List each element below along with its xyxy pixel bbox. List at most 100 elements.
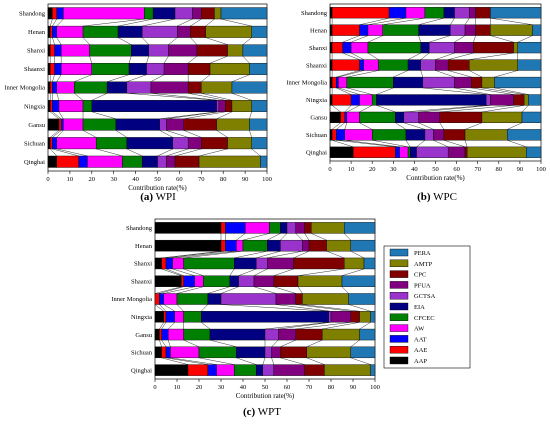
x-tick-label: 80 xyxy=(220,176,227,183)
bar-segment-pfua xyxy=(447,146,466,158)
bar-segment-aat xyxy=(225,239,237,252)
connector-line xyxy=(256,250,281,259)
bar-segment-amtp xyxy=(198,155,261,168)
bar-segment-pfua xyxy=(168,44,198,57)
x-axis-label: Contribution rate(%) xyxy=(406,174,465,182)
connector-line xyxy=(469,52,514,60)
bar-segment-pera xyxy=(350,239,376,252)
bar-segment-aat xyxy=(336,129,345,141)
bar-segment-aw xyxy=(350,42,369,54)
connector-line xyxy=(439,122,445,130)
bar-segment-gctsa xyxy=(416,146,449,158)
connector-line xyxy=(344,105,352,113)
connector-line xyxy=(128,56,132,64)
bar-segment-gctsa xyxy=(420,59,436,71)
connector-line xyxy=(52,111,62,120)
bar-segment-pera xyxy=(348,293,376,305)
connector-line xyxy=(420,52,430,60)
chart-wpc: Shandong Henan Shanxi Shaanxi Inner Mongolia… xyxy=(286,3,546,203)
bar-segment-cpc xyxy=(439,111,483,123)
connector-line xyxy=(118,18,154,27)
connector-line xyxy=(275,304,332,312)
connector-line xyxy=(126,148,143,157)
bar-segment-cfcec xyxy=(372,94,377,106)
x-tick-label: 40 xyxy=(132,176,139,183)
bar-segment-eia xyxy=(407,59,421,71)
bar-segment-pera xyxy=(507,129,542,141)
bar-segment-aw xyxy=(170,346,200,359)
category-label: Shanxi xyxy=(27,48,45,55)
bar-segment-aae xyxy=(159,328,162,341)
legend-swatch-eia xyxy=(389,302,409,311)
connector-line xyxy=(220,304,329,312)
bar-segment-aae xyxy=(163,311,167,323)
connector-line xyxy=(422,87,487,95)
bar-segment-cpc xyxy=(187,62,211,75)
bar-segment-amtp xyxy=(297,275,343,287)
connector-line xyxy=(435,70,455,78)
bar-segment-aat xyxy=(52,137,57,150)
category-label: Gansu xyxy=(135,332,152,339)
category-label: Gansu xyxy=(310,115,327,122)
connector-line xyxy=(464,140,468,147)
bar-segment-eia xyxy=(420,42,430,54)
bar-segment-pera xyxy=(341,275,376,287)
bar-segment-pfua xyxy=(418,111,440,123)
connector-line xyxy=(273,286,296,294)
connector-line xyxy=(74,74,92,82)
bar-segment-cfcec xyxy=(82,25,119,38)
bar-segment-aw xyxy=(163,293,178,305)
category-label: Qinghai xyxy=(306,149,327,156)
bar-segment-pera xyxy=(251,25,268,38)
bar-segment-aw xyxy=(60,44,90,57)
connector-line xyxy=(395,122,407,130)
connector-line xyxy=(159,111,217,120)
bar-segment-cpc xyxy=(447,59,470,71)
bar-segment-aat xyxy=(165,257,173,270)
bar-segment-aat xyxy=(54,44,62,57)
bar-segment-gctsa xyxy=(172,137,189,150)
bar-segment-cpc xyxy=(273,275,299,287)
legend-swatch-aae xyxy=(389,345,409,354)
bar-segment-aw xyxy=(58,100,84,113)
x-tick-label: 70 xyxy=(306,384,313,391)
bar-segment-aw xyxy=(236,239,244,252)
connector-line xyxy=(89,56,92,64)
bar-segment-cfcec xyxy=(367,42,421,54)
bar-segment-aae xyxy=(353,146,396,158)
bar-segment-eia xyxy=(405,129,426,141)
bar-segment-aae xyxy=(49,44,55,57)
bar-segment-cpc xyxy=(475,24,491,36)
bar-segment-amtp xyxy=(205,25,252,38)
connector-line xyxy=(50,148,57,157)
connector-line xyxy=(159,340,162,347)
bar-segment-eia xyxy=(256,364,264,376)
caption-letter: (c) xyxy=(243,406,256,418)
connector-line xyxy=(199,148,228,157)
connector-line xyxy=(52,37,55,45)
bar-segment-pfua xyxy=(218,100,226,113)
bar-segment-cpc xyxy=(295,293,303,305)
connector-line xyxy=(238,268,257,276)
connector-line xyxy=(469,70,483,78)
bar-segment-cpc xyxy=(201,7,215,20)
connector-line xyxy=(74,93,84,101)
connector-line xyxy=(168,37,178,45)
connector-line xyxy=(82,37,90,45)
bar-segment-pfua xyxy=(166,155,176,168)
bar-segment-amtp xyxy=(227,44,244,57)
bar-segment-aat xyxy=(342,42,352,54)
bar-segment-gctsa xyxy=(220,293,277,305)
chart-wpi: Shandong Henan Shanxi Shaanxi Inner Mongolia… xyxy=(4,3,272,203)
legend-label-aat: AAT xyxy=(414,336,427,343)
bar-segment-aat xyxy=(350,94,360,106)
connector-line xyxy=(271,339,279,347)
category-label: Ningxia xyxy=(131,314,152,321)
bar-segment-aw xyxy=(344,129,373,141)
bar-segment-cfcec xyxy=(95,137,128,150)
legend-label-aae: AAE xyxy=(414,347,427,354)
bar-segment-aap xyxy=(154,257,162,270)
bar-segment-aap xyxy=(47,100,51,113)
bar-segment-cfcec xyxy=(242,239,268,252)
bar-segment-aat xyxy=(60,118,64,131)
